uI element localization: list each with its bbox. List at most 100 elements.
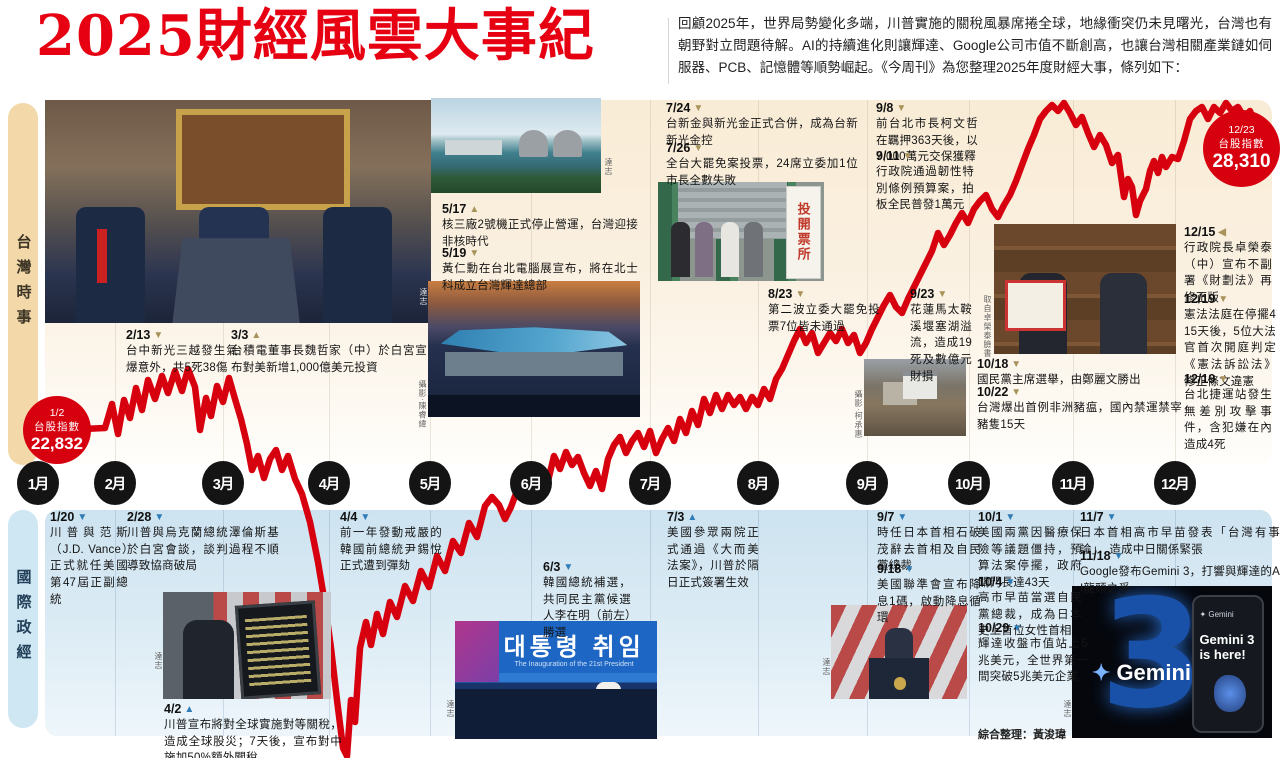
month-label-11: 11月 [1052,461,1094,505]
end-index-date: 12/23 [1228,124,1255,136]
event-direction-icon: ▼ [1218,374,1229,385]
figure-trump [183,619,234,699]
month-label-8: 8月 [737,461,779,505]
event-8-23: 8/23 ▼ 第二波立委大罷免投票7位皆未通過 [768,287,880,335]
event-9-11: 9/11 ▼ 行政院通過韌性特別條例預算案，拍板全民普發1萬元 [876,149,974,214]
photo-premier-cho [994,224,1176,354]
voter [744,221,763,278]
event-direction-icon: ▼ [1011,387,1022,398]
event-2-28: 2/28 ▼ 川普與烏克蘭總統澤倫斯基於白宮會談，談判過程不順導致協商破局 [127,510,279,575]
event-date: 6/3 ▼ [543,560,574,574]
korea-banner-subtext: The Inauguration of the 21st President [514,661,634,669]
event-direction-icon: ▼ [1106,512,1117,523]
event-direction-icon: ▼ [795,289,806,300]
event-text: 第二波立委大罷免投票7位皆未通過 [768,304,880,333]
event-direction-icon: ▼ [360,512,371,523]
event-date: 3/3 ▲ [231,328,262,342]
white-house-podium [172,238,300,323]
event-date: 2/13 ▼ [126,328,164,342]
event-date: 7/3 ▲ [667,510,698,524]
event-date: 4/2 ▲ [164,702,195,716]
event-text: 黃仁勳在台北電腦展宣布，將在北士科成立台灣輝達總部 [442,263,638,292]
crowd [455,689,657,739]
turbine-hall [444,139,503,155]
intro-paragraph: 回顧2025年，世界局勢變化多端，川普實施的關稅風暴席捲全球，地緣衝突仍未見曙光… [678,16,1272,75]
event-direction-icon: ▼ [1005,512,1016,523]
photo-tsmc-whitehouse [45,100,431,323]
event-date: 11/18 ▼ [1080,549,1124,563]
event-date: 9/23 ▼ [910,287,948,301]
event-text: 川普宣布將對全球實施對等關稅，造成全球股災；7天後，宣布對中施加50%額外關稅 [164,719,342,758]
event-date: 10/22 ▼ [977,385,1022,399]
photo-credit: 達志 [446,700,455,718]
reactor-dome [519,130,549,157]
event-text: 前一年發動戒嚴的韓國前總統尹錫悅正式遭到彈劾 [340,527,442,573]
event-6-3: 6/3 ▼ 韓國總統補選，共同民主黨候選人李在明（前左）勝選 [543,560,631,642]
event-5-17: 5/17 ▲ 核三廠2號機正式停止營運，台灣迎接非核時代 [442,202,638,250]
voter [694,221,713,278]
event-10-18: 10/18 ▼ 國民黨主席選舉，由鄭麗文勝出 [977,357,1177,389]
phone-gemini-headline: Gemini 3 is here! [1199,631,1255,663]
event-11-18: 11/18 ▼ Google發布Gemini 3，打響與輝達的AI龍頭之爭 [1080,549,1280,597]
event-9-18: 9/18 ▼ 美國聯準會宣布降息1碼，啟動降息循環 [877,562,981,627]
photo-credit: 達志 [419,288,428,306]
phone: ✦ Gemini Gemini 3 is here! [1192,595,1264,733]
event-date: 10/18 ▼ [977,357,1022,371]
document [1004,280,1066,331]
event-text: 美國聯準會宣布降息1碼，啟動降息循環 [877,579,981,625]
event-date: 10/4 ▼ [978,575,1016,589]
reactor-dome [553,130,583,157]
tariff-rows [244,614,312,689]
month-label-3: 3月 [202,461,244,505]
event-direction-icon: ▼ [1012,623,1023,634]
event-text: 川普與烏克蘭總統澤倫斯基於白宮會談，談判過程不順導致協商破局 [127,527,279,573]
photo-nuclear-plant [431,98,601,193]
taiwan-news-label: 台灣時事 [14,234,32,334]
event-date: 9/8 ▼ [876,101,907,115]
polling-sign: 投開票所 [785,185,821,280]
end-index-marker: 12/23 台股指數 28,310 [1203,110,1280,187]
month-label-10: 10月 [948,461,990,505]
event-text: Google發布Gemini 3，打響與輝達的AI龍頭之爭 [1080,566,1280,595]
month-label-9: 9月 [846,461,888,505]
event-2-13: 2/13 ▼ 台中新光三越發生氣爆意外，共5死38傷 [126,328,238,376]
event-date: 5/17 ▲ [442,202,480,216]
event-text: 台中新光三越發生氣爆意外，共5死38傷 [126,345,238,374]
event-direction-icon: ▲ [469,204,480,215]
photo-credit: 達志 [154,652,163,670]
event-date: 9/7 ▼ [877,510,908,524]
event-date: 2/28 ▼ [127,510,165,524]
month-label-2: 2月 [94,461,136,505]
event-text: 美國參眾兩院正式通過《大而美法案》，川普於隔日正式簽署生效 [667,527,759,590]
event-direction-icon: ▲ [184,704,195,715]
event-direction-icon: ▲ [251,330,262,341]
event-date: 4/4 ▼ [340,510,371,524]
voter [721,221,740,278]
event-date: 8/23 ▼ [768,287,806,301]
banner-gradient [455,621,500,683]
month-gridline [650,100,651,465]
event-direction-icon: ▼ [904,564,915,575]
gemini-art-blob [1214,674,1246,713]
red-tie [97,229,107,283]
event-direction-icon: ▼ [469,248,480,259]
event-1-20: 1/20 ▼ 川普與范斯（J.D. Vance）正式就任美國第47屆正副總統 [50,510,128,608]
month-label-5: 5月 [409,461,451,505]
event-direction-icon: ▼ [1011,359,1022,370]
month-label-4: 4月 [308,461,350,505]
photo-credit: 達志 [604,158,613,176]
photo-credit: 達志 [1063,700,1072,718]
event-direction-icon: ▼ [77,512,88,523]
photo-credit: 取自卓榮泰臉書 [983,295,992,358]
event-text: 韓國總統補選，共同民主黨候選人李在明（前左）勝選 [543,577,631,640]
end-index-label: 台股指數 [1218,138,1265,150]
event-date: 7/26 ▼ [666,141,704,155]
start-index-value: 22,832 [31,433,83,453]
event-direction-icon: ▼ [1005,577,1016,588]
event-text: 台灣爆出首例非洲豬瘟，國內禁運禁宰豬隻15天 [977,402,1182,431]
nvidia-building [444,351,624,377]
photo-credit: 達志 [822,658,831,676]
event-text: 台北捷運站發生無差別攻擊事件，含犯嫌在內造成4死 [1184,389,1272,452]
gemini-spark-icon: ✦ [1092,660,1111,686]
